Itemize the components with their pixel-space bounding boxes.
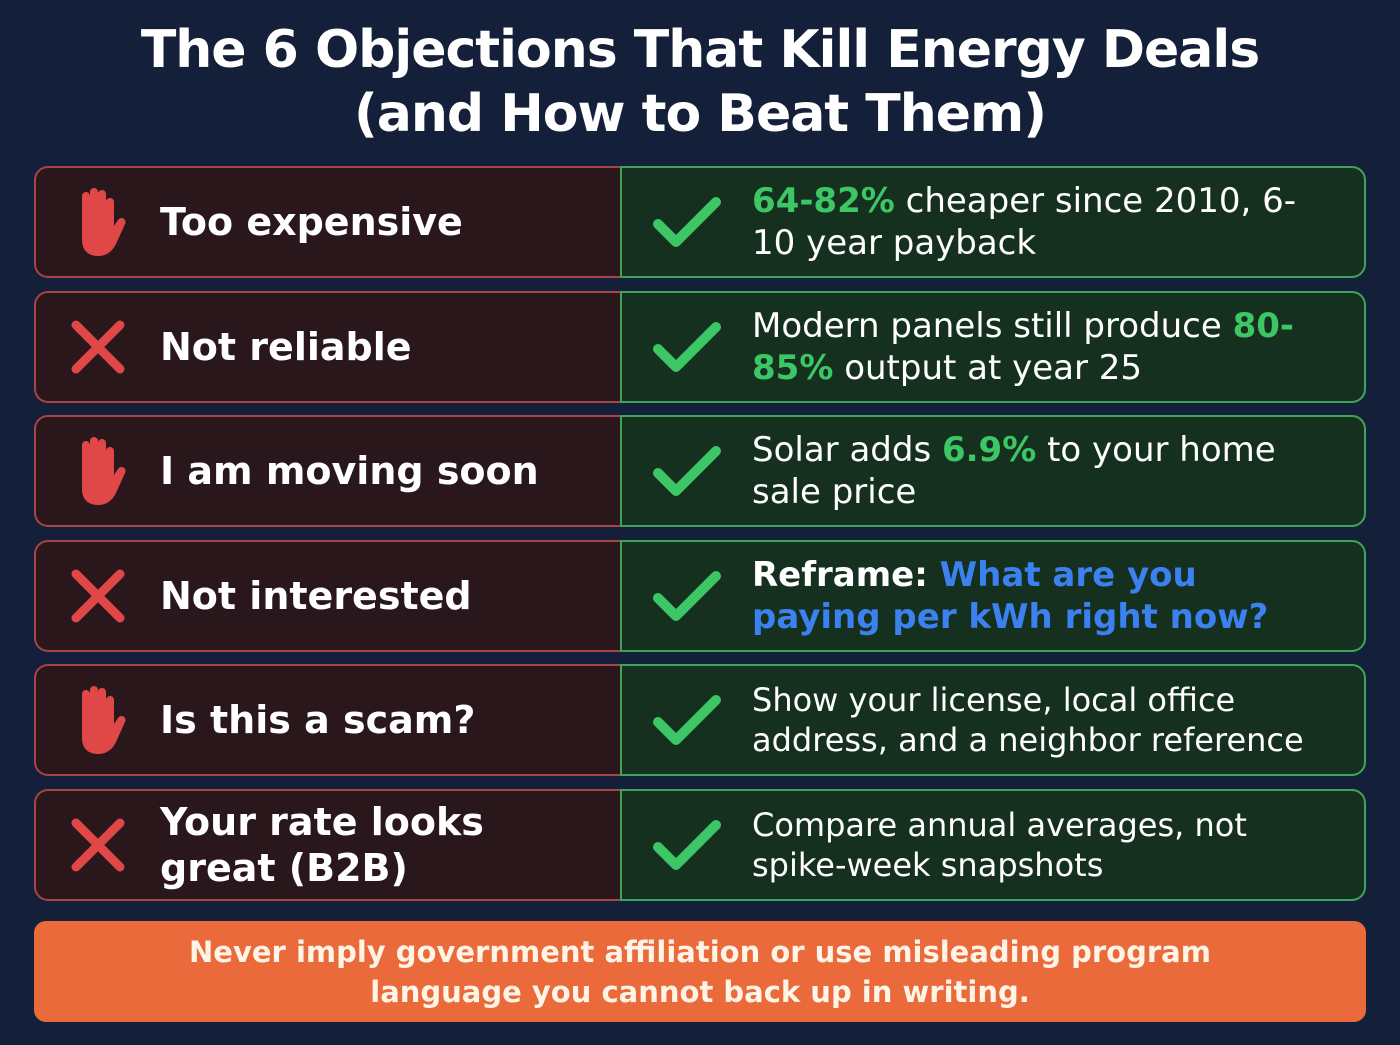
checkmark-icon	[622, 443, 752, 499]
objection-cell: Your rate looks great (B2B)	[34, 789, 620, 901]
answer-text: Compare annual averages, not spike-week …	[752, 806, 1247, 884]
objection-cell: Not interested	[34, 540, 620, 652]
title-line-2: (and How to Beat Them)	[354, 84, 1047, 144]
objection-row: I am moving soon Solar adds 6.9% to your…	[34, 415, 1366, 527]
answer-cell: Reframe: What are you paying per kWh rig…	[620, 540, 1366, 652]
objection-text: Is this a scam?	[160, 698, 476, 742]
answer-highlight: What are you paying per kWh right now?	[752, 555, 1269, 637]
hand-stop-icon	[36, 684, 160, 756]
objection-text: Your rate looks great (B2B)	[160, 800, 484, 890]
objection-row: Too expensive 64-82% cheaper since 2010,…	[34, 166, 1366, 278]
warning-banner: Never imply government affiliation or us…	[34, 921, 1366, 1022]
checkmark-icon	[622, 817, 752, 873]
objection-text: Too expensive	[160, 200, 463, 244]
answer-cell: Solar adds 6.9% to your home sale price	[620, 415, 1366, 527]
objection-row: Not reliable Modern panels still produce…	[34, 291, 1366, 403]
objection-row: Is this a scam? Show your license, local…	[34, 664, 1366, 776]
x-mark-icon	[36, 317, 160, 377]
hand-stop-icon	[36, 435, 160, 507]
answer-highlight: 64-82%	[752, 181, 895, 221]
answer-text: 64-82% cheaper since 2010, 6-10 year pay…	[752, 181, 1297, 263]
answer-cell: 64-82% cheaper since 2010, 6-10 year pay…	[620, 166, 1366, 278]
title-line-1: The 6 Objections That Kill Energy Deals	[140, 20, 1260, 80]
objection-cell: I am moving soon	[34, 415, 620, 527]
checkmark-icon	[622, 319, 752, 375]
answer-highlight: 6.9%	[941, 430, 1037, 470]
checkmark-icon	[622, 194, 752, 250]
x-mark-icon	[36, 815, 160, 875]
objection-cell: Too expensive	[34, 166, 620, 278]
answer-text: Modern panels still produce 80-85% outpu…	[752, 306, 1295, 388]
objection-row: Not interested Reframe: What are you pay…	[34, 540, 1366, 652]
objection-text: Not interested	[160, 574, 472, 618]
objection-cell: Is this a scam?	[34, 664, 620, 776]
page-title: The 6 Objections That Kill Energy Deals …	[0, 18, 1400, 146]
answer-text: Solar adds 6.9% to your home sale price	[752, 430, 1276, 512]
answer-text: Show your license, local office address,…	[752, 681, 1304, 759]
answer-cell: Modern panels still produce 80-85% outpu…	[620, 291, 1366, 403]
answer-text: Reframe: What are you paying per kWh rig…	[752, 555, 1269, 637]
objection-row: Your rate looks great (B2B) Compare annu…	[34, 789, 1366, 901]
objection-text: I am moving soon	[160, 449, 539, 493]
x-mark-icon	[36, 566, 160, 626]
objection-text: Not reliable	[160, 325, 412, 369]
answer-cell: Compare annual averages, not spike-week …	[620, 789, 1366, 901]
objection-cell: Not reliable	[34, 291, 620, 403]
answer-highlight: 80-85%	[752, 306, 1295, 388]
checkmark-icon	[622, 568, 752, 624]
warning-text: Never imply government affiliation or us…	[189, 934, 1211, 1009]
answer-cell: Show your license, local office address,…	[620, 664, 1366, 776]
checkmark-icon	[622, 692, 752, 748]
hand-stop-icon	[36, 186, 160, 258]
